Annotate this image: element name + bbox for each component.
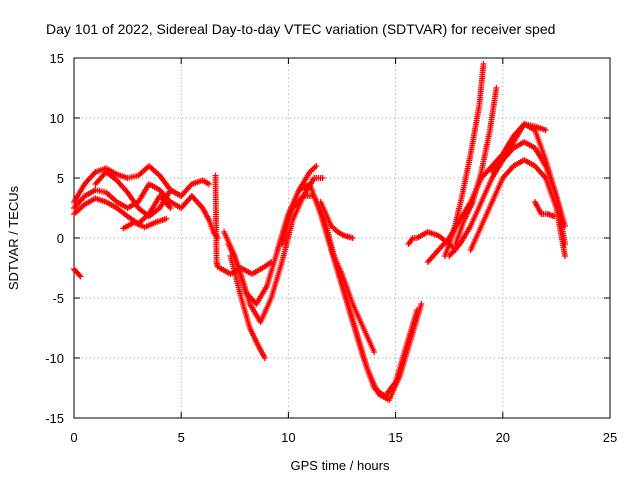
y-tick-label: 15 <box>50 51 64 66</box>
y-tick-label: -10 <box>45 351 64 366</box>
marker-arc-t <box>480 61 487 67</box>
marker-arc-d <box>178 193 185 199</box>
x-tick-label: 10 <box>281 430 295 445</box>
marker-arc-c <box>167 205 174 211</box>
marker-arc-l <box>268 259 275 265</box>
data-points <box>71 61 568 403</box>
marker-arc-o <box>349 235 356 241</box>
x-axis-label: GPS time / hours <box>291 458 390 473</box>
y-tick-label: 10 <box>50 111 64 126</box>
y-tick-label: 5 <box>57 171 64 186</box>
x-tick-label: 0 <box>70 430 77 445</box>
marker-arc-r <box>561 223 568 229</box>
marker-arc-p <box>371 349 378 355</box>
marker-arc-x <box>551 213 558 220</box>
marker-arc-w <box>542 127 549 133</box>
x-tick-label: 20 <box>496 430 510 445</box>
marker-arc-k <box>261 355 268 361</box>
marker-arc-n <box>418 301 425 307</box>
chart-title: Day 101 of 2022, Sidereal Day-to-day VTE… <box>46 21 555 37</box>
y-tick-label: -15 <box>45 411 64 426</box>
x-tick-label: 5 <box>178 430 185 445</box>
marker-arc-g <box>77 273 84 280</box>
marker-arc-v <box>561 253 568 259</box>
marker-arc-e <box>163 215 170 222</box>
x-tick-label: 15 <box>388 430 402 445</box>
y-tick-label: 0 <box>57 231 64 246</box>
marker-arc-j <box>319 175 326 181</box>
marker-arc-i <box>313 163 320 169</box>
marker-arc-a <box>206 181 213 187</box>
marker-arc-u <box>493 85 500 91</box>
grid <box>74 58 610 418</box>
axis-ticks: 0 5 10 15 20 25 -15 -10 -5 0 5 10 15 <box>45 51 617 445</box>
y-axis-label: SDTVAR / TECUs <box>6 185 21 290</box>
x-tick-label: 25 <box>603 430 617 445</box>
y-tick-label: -5 <box>52 291 64 306</box>
marker-arc-g <box>76 272 83 279</box>
